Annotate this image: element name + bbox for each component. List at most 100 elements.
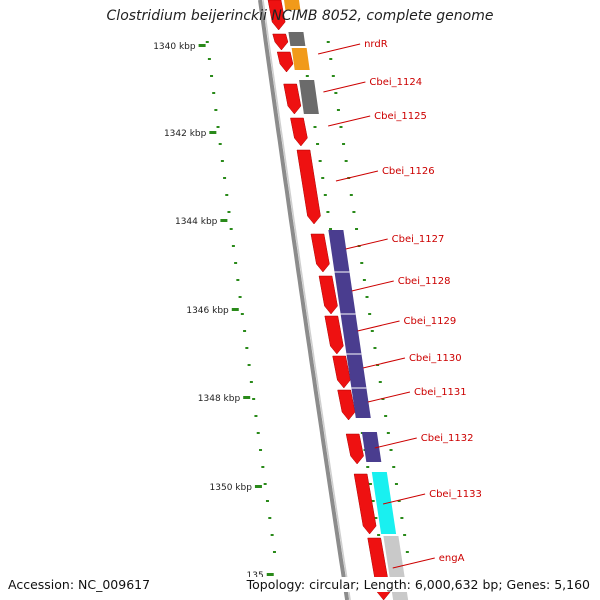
tick-dot	[261, 466, 265, 468]
tick-dot	[323, 194, 327, 196]
gray-feature	[299, 80, 319, 114]
label-leader-line	[335, 170, 379, 182]
cyan-feature	[371, 472, 397, 534]
tick-dot	[344, 160, 348, 162]
tick-dot	[386, 432, 390, 434]
label-leader-line	[328, 115, 371, 127]
tick-dot	[229, 228, 233, 230]
tick-dot	[216, 126, 220, 128]
scale-tick-label: 1344 kbp	[175, 217, 218, 227]
tick-dot	[373, 347, 377, 349]
genome-summary-text: Topology: circular; Length: 6,000,632 bp…	[246, 577, 590, 592]
forward-gene-arrow	[310, 233, 330, 273]
gray-feature	[288, 32, 306, 46]
forward-gene-arrow	[283, 83, 302, 115]
tick-dot	[316, 143, 320, 145]
gene-label: Cbei_1130	[409, 353, 462, 364]
tick-dot	[245, 347, 249, 349]
label-leader-line	[357, 320, 400, 332]
label-leader-line	[362, 357, 406, 369]
scale-tick-label: 1350 kbp	[210, 483, 253, 493]
scale-tick-label: 135	[247, 571, 264, 581]
label-leader-line	[374, 437, 417, 449]
tick-dot	[366, 466, 370, 468]
forward-gene-arrow	[296, 149, 321, 225]
gene-label: Cbei_1129	[404, 316, 457, 327]
tick-dot	[342, 143, 346, 145]
tick-dot	[403, 534, 407, 536]
tick-dot	[400, 517, 404, 519]
tick-dot	[329, 58, 333, 60]
tick-dot	[352, 211, 356, 213]
tick-dot	[394, 483, 398, 485]
genome-title: Clostridium beijerinckii NCIMB 8052, com…	[106, 8, 494, 24]
tick-dot	[405, 551, 409, 553]
forward-gene-arrow	[267, 0, 286, 31]
tick-dot	[205, 41, 209, 43]
tick-dot	[207, 58, 211, 60]
scale-tick-mark	[209, 131, 217, 134]
tick-dot	[238, 296, 242, 298]
tick-dot	[210, 75, 214, 77]
scale-tick-mark	[266, 573, 274, 576]
genome-backbone	[258, 0, 351, 600]
tick-dot	[378, 381, 382, 383]
tick-dot	[384, 415, 388, 417]
tick-dot	[377, 534, 381, 536]
scale-tick-mark	[220, 219, 228, 222]
label-leader-line	[367, 391, 411, 403]
scale-tick-label: 1348 kbp	[198, 394, 241, 404]
label-leader-line	[382, 493, 426, 505]
gene-label: Cbei_1133	[429, 489, 482, 500]
label-leader-line	[345, 238, 388, 250]
tick-dot	[256, 432, 260, 434]
backbone-shadow	[262, 0, 351, 600]
tick-dot	[355, 228, 359, 230]
label-leader-line	[317, 43, 361, 55]
orange-feature	[291, 48, 310, 70]
forward-gene-arrow	[276, 51, 294, 73]
tick-dot	[212, 92, 216, 94]
scale-tick-mark	[254, 485, 262, 488]
gene-label: Cbei_1128	[398, 276, 451, 287]
tick-dot	[268, 517, 272, 519]
tick-dot	[313, 126, 317, 128]
scale-tick-mark	[198, 44, 206, 47]
tick-dot	[326, 41, 330, 43]
reverse-gene-block	[361, 432, 382, 462]
tick-dot	[362, 279, 366, 281]
gene-label: Cbei_1125	[374, 111, 427, 122]
forward-gene-arrow	[272, 33, 289, 51]
tick-dot	[220, 160, 224, 162]
tick-dot	[263, 483, 267, 485]
tick-dot	[234, 262, 238, 264]
reverse-gene-block	[328, 230, 371, 418]
scale-tick-label: 1340 kbp	[153, 42, 196, 52]
gene-label: Cbei_1131	[414, 387, 467, 398]
tick-dot	[360, 262, 364, 264]
tick-dot	[214, 109, 218, 111]
tick-dot	[240, 313, 244, 315]
tick-dot	[381, 398, 385, 400]
scale-tick-mark	[231, 308, 239, 311]
tick-dot	[331, 75, 335, 77]
tick-dot	[368, 483, 372, 485]
label-leader-line	[323, 81, 366, 93]
tick-dot	[321, 177, 325, 179]
gene-features	[267, 0, 409, 600]
tick-dot	[254, 415, 258, 417]
tick-dot	[243, 330, 247, 332]
tick-dot	[265, 500, 269, 502]
tick-dot	[397, 500, 401, 502]
tick-dot	[326, 211, 330, 213]
tick-dot	[365, 296, 369, 298]
tick-dot	[334, 92, 338, 94]
tick-dot	[318, 160, 322, 162]
accession-text: Accession: NC_009617	[8, 577, 151, 592]
tick-dot	[374, 517, 378, 519]
tick-dot	[270, 534, 274, 536]
tick-dot	[231, 245, 235, 247]
label-leader-line	[351, 280, 394, 292]
scale-tick-label: 1342 kbp	[164, 129, 207, 139]
